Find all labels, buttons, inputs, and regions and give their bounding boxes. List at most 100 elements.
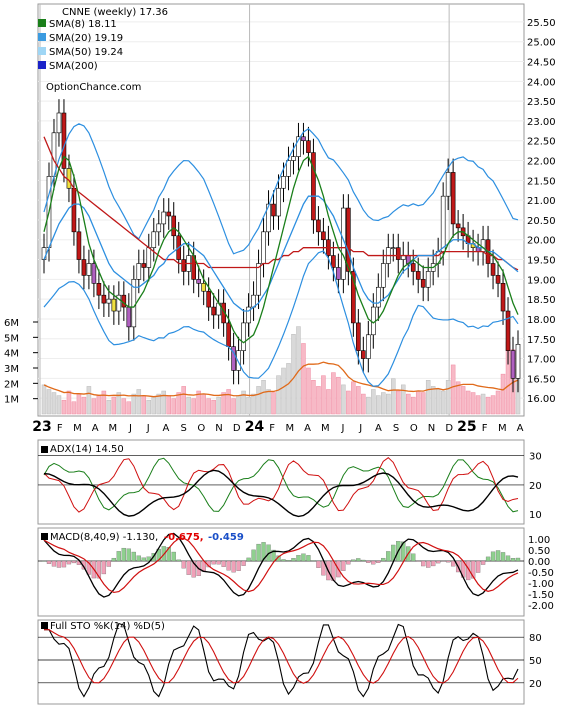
macd-histogram-bar xyxy=(411,553,416,562)
sto-axis-ticks: 80 50 20 xyxy=(529,633,542,690)
volume-bar xyxy=(226,389,231,415)
candle-body xyxy=(96,283,102,296)
volume-bar xyxy=(361,393,366,415)
macd-histogram-bar xyxy=(271,549,276,562)
volume-bar xyxy=(176,392,181,415)
macd-histogram-bar xyxy=(216,560,221,565)
macd-histogram-bar xyxy=(296,555,301,562)
legend-swatch xyxy=(38,61,46,69)
macd-histogram-bar xyxy=(485,556,491,562)
legend-swatch xyxy=(38,19,46,27)
price-tick-label: 18.00 xyxy=(527,315,556,326)
macd-histogram-bar xyxy=(281,559,286,562)
candle-body xyxy=(91,263,97,284)
candle-body xyxy=(291,156,296,161)
macd-histogram-bar xyxy=(226,560,231,571)
candle-body xyxy=(101,294,107,304)
candle-body xyxy=(226,322,231,347)
macd-histogram-bar xyxy=(470,560,476,579)
macd-histogram-bar xyxy=(181,560,186,569)
macd-histogram-bar xyxy=(301,553,306,562)
candle-body xyxy=(196,279,201,284)
macd-histogram-bar xyxy=(256,543,261,562)
price-tick-label: 20.00 xyxy=(527,236,556,247)
price-tick-label: 22.00 xyxy=(527,157,556,168)
volume-bar xyxy=(311,380,316,415)
candle-body xyxy=(206,290,211,308)
volume-bar xyxy=(151,396,157,415)
x-axis-label: M xyxy=(321,423,330,434)
macd-histogram-bar xyxy=(46,560,52,564)
volume-tick-label: 1M xyxy=(4,395,19,406)
candle-body xyxy=(136,263,142,280)
adx-tick-label: 30 xyxy=(529,452,542,463)
macd-histogram-bar xyxy=(186,560,191,575)
volume-bar xyxy=(221,392,226,415)
price-tick-label: 23.00 xyxy=(527,117,556,128)
adx-plus-di-line xyxy=(43,457,519,513)
macd-histogram-bar xyxy=(166,547,171,562)
candle-body xyxy=(510,350,516,379)
macd-histogram-bar xyxy=(445,560,451,563)
macd-histogram-bar xyxy=(346,560,351,565)
volume-bar xyxy=(490,395,496,415)
volume-bar xyxy=(400,384,406,415)
macd-legend-swatch xyxy=(41,533,48,540)
x-axis-label: M xyxy=(73,423,82,434)
volume-bar xyxy=(371,389,376,415)
adx-minus-di-line xyxy=(43,457,519,513)
macd-histogram-bar xyxy=(376,560,381,563)
adx-tick-label: 10 xyxy=(529,510,542,521)
volume-tick-label: 3M xyxy=(4,364,19,375)
volume-bar xyxy=(500,373,506,415)
candle-body xyxy=(395,247,401,260)
macd-histogram-bar xyxy=(311,560,316,562)
legend-swatch xyxy=(38,33,46,41)
candle-body xyxy=(81,259,87,276)
candle-body xyxy=(306,140,311,153)
macd-histogram-bar xyxy=(500,552,506,562)
macd-histogram-bar xyxy=(416,560,421,562)
volume-bar xyxy=(196,390,201,415)
sma20-line xyxy=(43,195,519,312)
x-axis-label: A xyxy=(92,423,99,434)
volume-bar xyxy=(81,396,87,415)
volume-bar xyxy=(116,392,122,415)
macd-histogram-bar xyxy=(61,560,67,568)
macd-histogram-bar xyxy=(366,560,371,563)
macd-histogram-bar xyxy=(131,551,136,562)
macd-axis-ticks: 1.000.500.00-0.50-1.00-1.50-2.00 xyxy=(528,535,554,612)
sto-tick-label: 50 xyxy=(529,656,542,667)
macd-histogram-bar xyxy=(136,555,141,562)
macd-tick-label: -0.50 xyxy=(528,568,554,579)
volume-tick-label: 6M xyxy=(4,318,19,329)
volume-bar xyxy=(101,390,107,415)
volume-bar xyxy=(231,398,236,415)
x-axis-label: F xyxy=(482,423,488,434)
adx-tick-label: 20 xyxy=(529,481,542,492)
macd-histogram-bar xyxy=(221,560,226,567)
adx-line xyxy=(43,469,519,518)
macd-histogram-bar xyxy=(510,558,516,562)
candle-body xyxy=(361,350,366,359)
macd-histogram-bar xyxy=(111,557,117,562)
adx-label: ADX(14) 14.50 xyxy=(50,444,124,455)
volume-bar xyxy=(191,398,196,415)
candle-body xyxy=(241,322,246,351)
macd-histogram-bar xyxy=(241,560,246,566)
macd-value-signal: -0.675, xyxy=(164,532,204,543)
macd-tick-label: 0.50 xyxy=(528,546,550,557)
x-axis-label: D xyxy=(445,423,453,434)
candle-body xyxy=(106,298,112,304)
volume-bar xyxy=(425,380,431,415)
volume-bar xyxy=(251,393,256,415)
macd-histogram-bar xyxy=(211,560,216,565)
x-axis-label: 23 xyxy=(32,419,51,435)
macd-line xyxy=(43,532,519,598)
lower-band-line xyxy=(43,250,519,387)
volume-bar xyxy=(485,396,491,415)
volume-bar xyxy=(286,363,291,415)
x-axis-label: A xyxy=(375,423,382,434)
x-axis-label: A xyxy=(163,423,170,434)
volume-bar xyxy=(276,375,281,415)
